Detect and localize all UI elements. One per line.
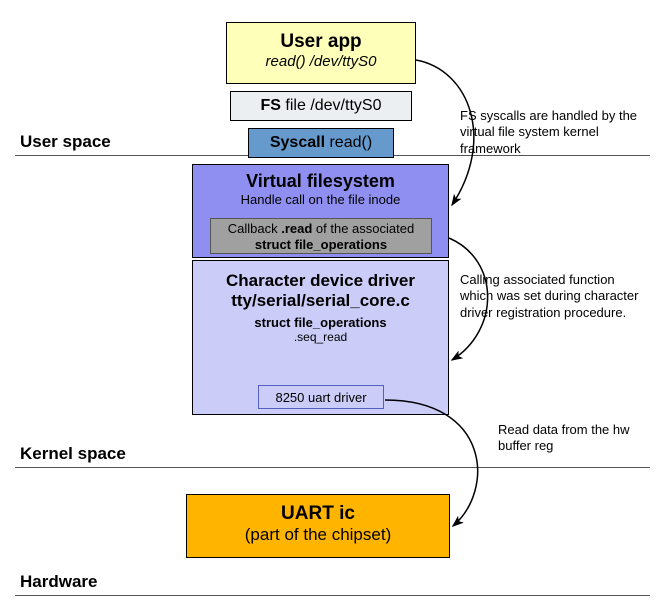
fs-file-prefix: FS <box>261 97 281 114</box>
vfs-title: Virtual filesystem <box>193 171 448 192</box>
box-uart-driver: 8250 uart driver <box>258 385 384 409</box>
box-syscall: Syscall read() <box>248 128 394 158</box>
syscall-prefix: Syscall <box>270 134 325 151</box>
syscall-text: read() <box>325 134 372 151</box>
cdd-title: Character device driver <box>193 271 448 291</box>
box-callback: Callback .read of the associated struct … <box>210 218 432 254</box>
vfs-sub: Handle call on the file inode <box>193 192 448 207</box>
divider-hardware <box>15 595 650 596</box>
callback-l2: struct file_operations <box>255 237 387 252</box>
fs-file-text: file /dev/ttyS0 <box>281 97 382 114</box>
section-label-kernel-space: Kernel space <box>20 444 126 464</box>
uart-driver-text: 8250 uart driver <box>275 390 366 405</box>
box-uart-ic: UART ic (part of the chipset) <box>186 494 450 558</box>
cdd-sub2: struct file_operations <box>193 315 448 330</box>
user-app-sub: read() /dev/ttyS0 <box>227 53 415 70</box>
annotation-1: FS syscalls are handled by the virtual f… <box>460 108 650 157</box>
cdd-sub1: tty/serial/serial_core.c <box>193 291 448 311</box>
callback-l1c: of the associated <box>312 221 414 236</box>
box-fs-file: FS file /dev/ttyS0 <box>230 91 412 121</box>
callback-l1b: .read <box>281 221 312 236</box>
section-label-user-space: User space <box>20 132 111 152</box>
section-label-hardware: Hardware <box>20 572 97 592</box>
annotation-3: Read data from the hw buffer reg <box>498 422 658 455</box>
user-app-title: User app <box>227 31 415 53</box>
annotation-2: Calling associated function which was se… <box>460 272 650 321</box>
uart-ic-title: UART ic <box>187 503 449 525</box>
callback-l1a: Callback <box>228 221 281 236</box>
uart-ic-sub: (part of the chipset) <box>187 525 449 545</box>
divider-kernel-space <box>15 467 650 468</box>
cdd-sub3: .seq_read <box>193 330 448 344</box>
box-user-app: User app read() /dev/ttyS0 <box>226 22 416 84</box>
